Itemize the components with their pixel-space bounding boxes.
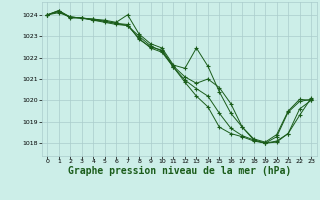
X-axis label: Graphe pression niveau de la mer (hPa): Graphe pression niveau de la mer (hPa) — [68, 166, 291, 176]
